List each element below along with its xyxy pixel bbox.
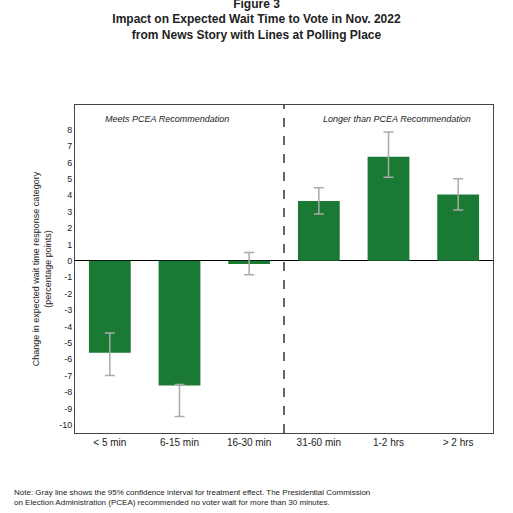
svg-text:Longer than PCEA Recommendatio: Longer than PCEA Recommendation xyxy=(323,114,471,124)
svg-text:-9: -9 xyxy=(64,404,72,414)
svg-text:-3: -3 xyxy=(64,305,72,315)
svg-text:6: 6 xyxy=(67,158,72,168)
svg-text:Figure 3Impact on Expected Wai: Figure 3Impact on Expected Wait Time to … xyxy=(112,0,401,42)
svg-text:< 5 min: < 5 min xyxy=(93,437,126,448)
svg-text:-8: -8 xyxy=(64,387,72,397)
svg-text:6-15 min: 6-15 min xyxy=(160,437,199,448)
svg-text:0: 0 xyxy=(67,256,72,266)
svg-text:Note: Gray line shows the 95%: Note: Gray line shows the 95% confidence… xyxy=(14,488,370,507)
svg-text:-6: -6 xyxy=(64,354,72,364)
svg-text:-4: -4 xyxy=(64,322,72,332)
svg-text:7: 7 xyxy=(67,141,72,151)
svg-text:16-30 min: 16-30 min xyxy=(227,437,271,448)
svg-text:-2: -2 xyxy=(64,289,72,299)
svg-text:31-60 min: 31-60 min xyxy=(297,437,341,448)
svg-text:3: 3 xyxy=(67,207,72,217)
svg-text:-5: -5 xyxy=(64,338,72,348)
svg-text:4: 4 xyxy=(67,190,72,200)
svg-text:-10: -10 xyxy=(59,420,72,430)
svg-text:5: 5 xyxy=(67,174,72,184)
svg-text:Meets PCEA Recommendation: Meets PCEA Recommendation xyxy=(105,114,229,124)
svg-text:-7: -7 xyxy=(64,371,72,381)
svg-text:-1: -1 xyxy=(64,272,72,282)
svg-text:8: 8 xyxy=(67,125,72,135)
svg-text:> 2 hrs: > 2 hrs xyxy=(443,437,474,448)
svg-text:1: 1 xyxy=(67,240,72,250)
svg-text:Change in expected wait time r: Change in expected wait time response ca… xyxy=(31,171,53,366)
svg-text:2: 2 xyxy=(67,223,72,233)
svg-text:1-2 hrs: 1-2 hrs xyxy=(373,437,404,448)
